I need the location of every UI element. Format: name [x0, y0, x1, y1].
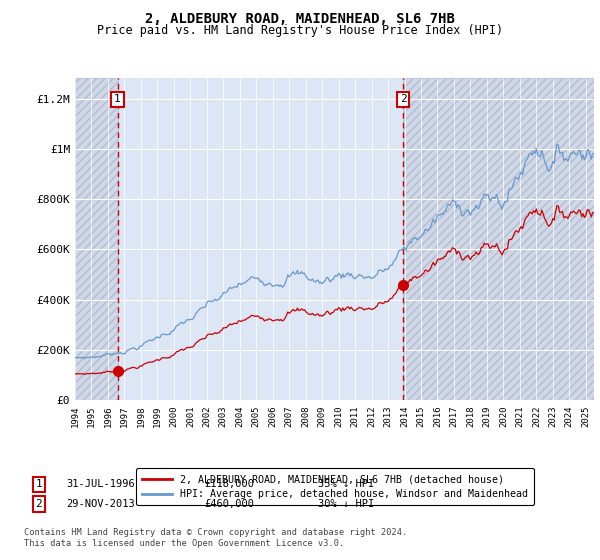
Text: Price paid vs. HM Land Registry's House Price Index (HPI): Price paid vs. HM Land Registry's House …	[97, 24, 503, 36]
Text: 1: 1	[114, 94, 121, 104]
Legend: 2, ALDEBURY ROAD, MAIDENHEAD, SL6 7HB (detached house), HPI: Average price, deta: 2, ALDEBURY ROAD, MAIDENHEAD, SL6 7HB (d…	[136, 468, 533, 505]
Text: 29-NOV-2013: 29-NOV-2013	[66, 499, 135, 509]
Text: 30% ↓ HPI: 30% ↓ HPI	[318, 499, 374, 509]
Text: £460,000: £460,000	[204, 499, 254, 509]
Text: 31-JUL-1996: 31-JUL-1996	[66, 479, 135, 489]
Bar	[403, 78, 594, 400]
Text: 2: 2	[35, 499, 43, 509]
Text: 35% ↓ HPI: 35% ↓ HPI	[318, 479, 374, 489]
Bar	[75, 78, 118, 400]
Text: 1: 1	[35, 479, 43, 489]
Text: £118,000: £118,000	[204, 479, 254, 489]
Text: 2: 2	[400, 94, 406, 104]
Text: Contains HM Land Registry data © Crown copyright and database right 2024.
This d: Contains HM Land Registry data © Crown c…	[24, 528, 407, 548]
Text: 2, ALDEBURY ROAD, MAIDENHEAD, SL6 7HB: 2, ALDEBURY ROAD, MAIDENHEAD, SL6 7HB	[145, 12, 455, 26]
